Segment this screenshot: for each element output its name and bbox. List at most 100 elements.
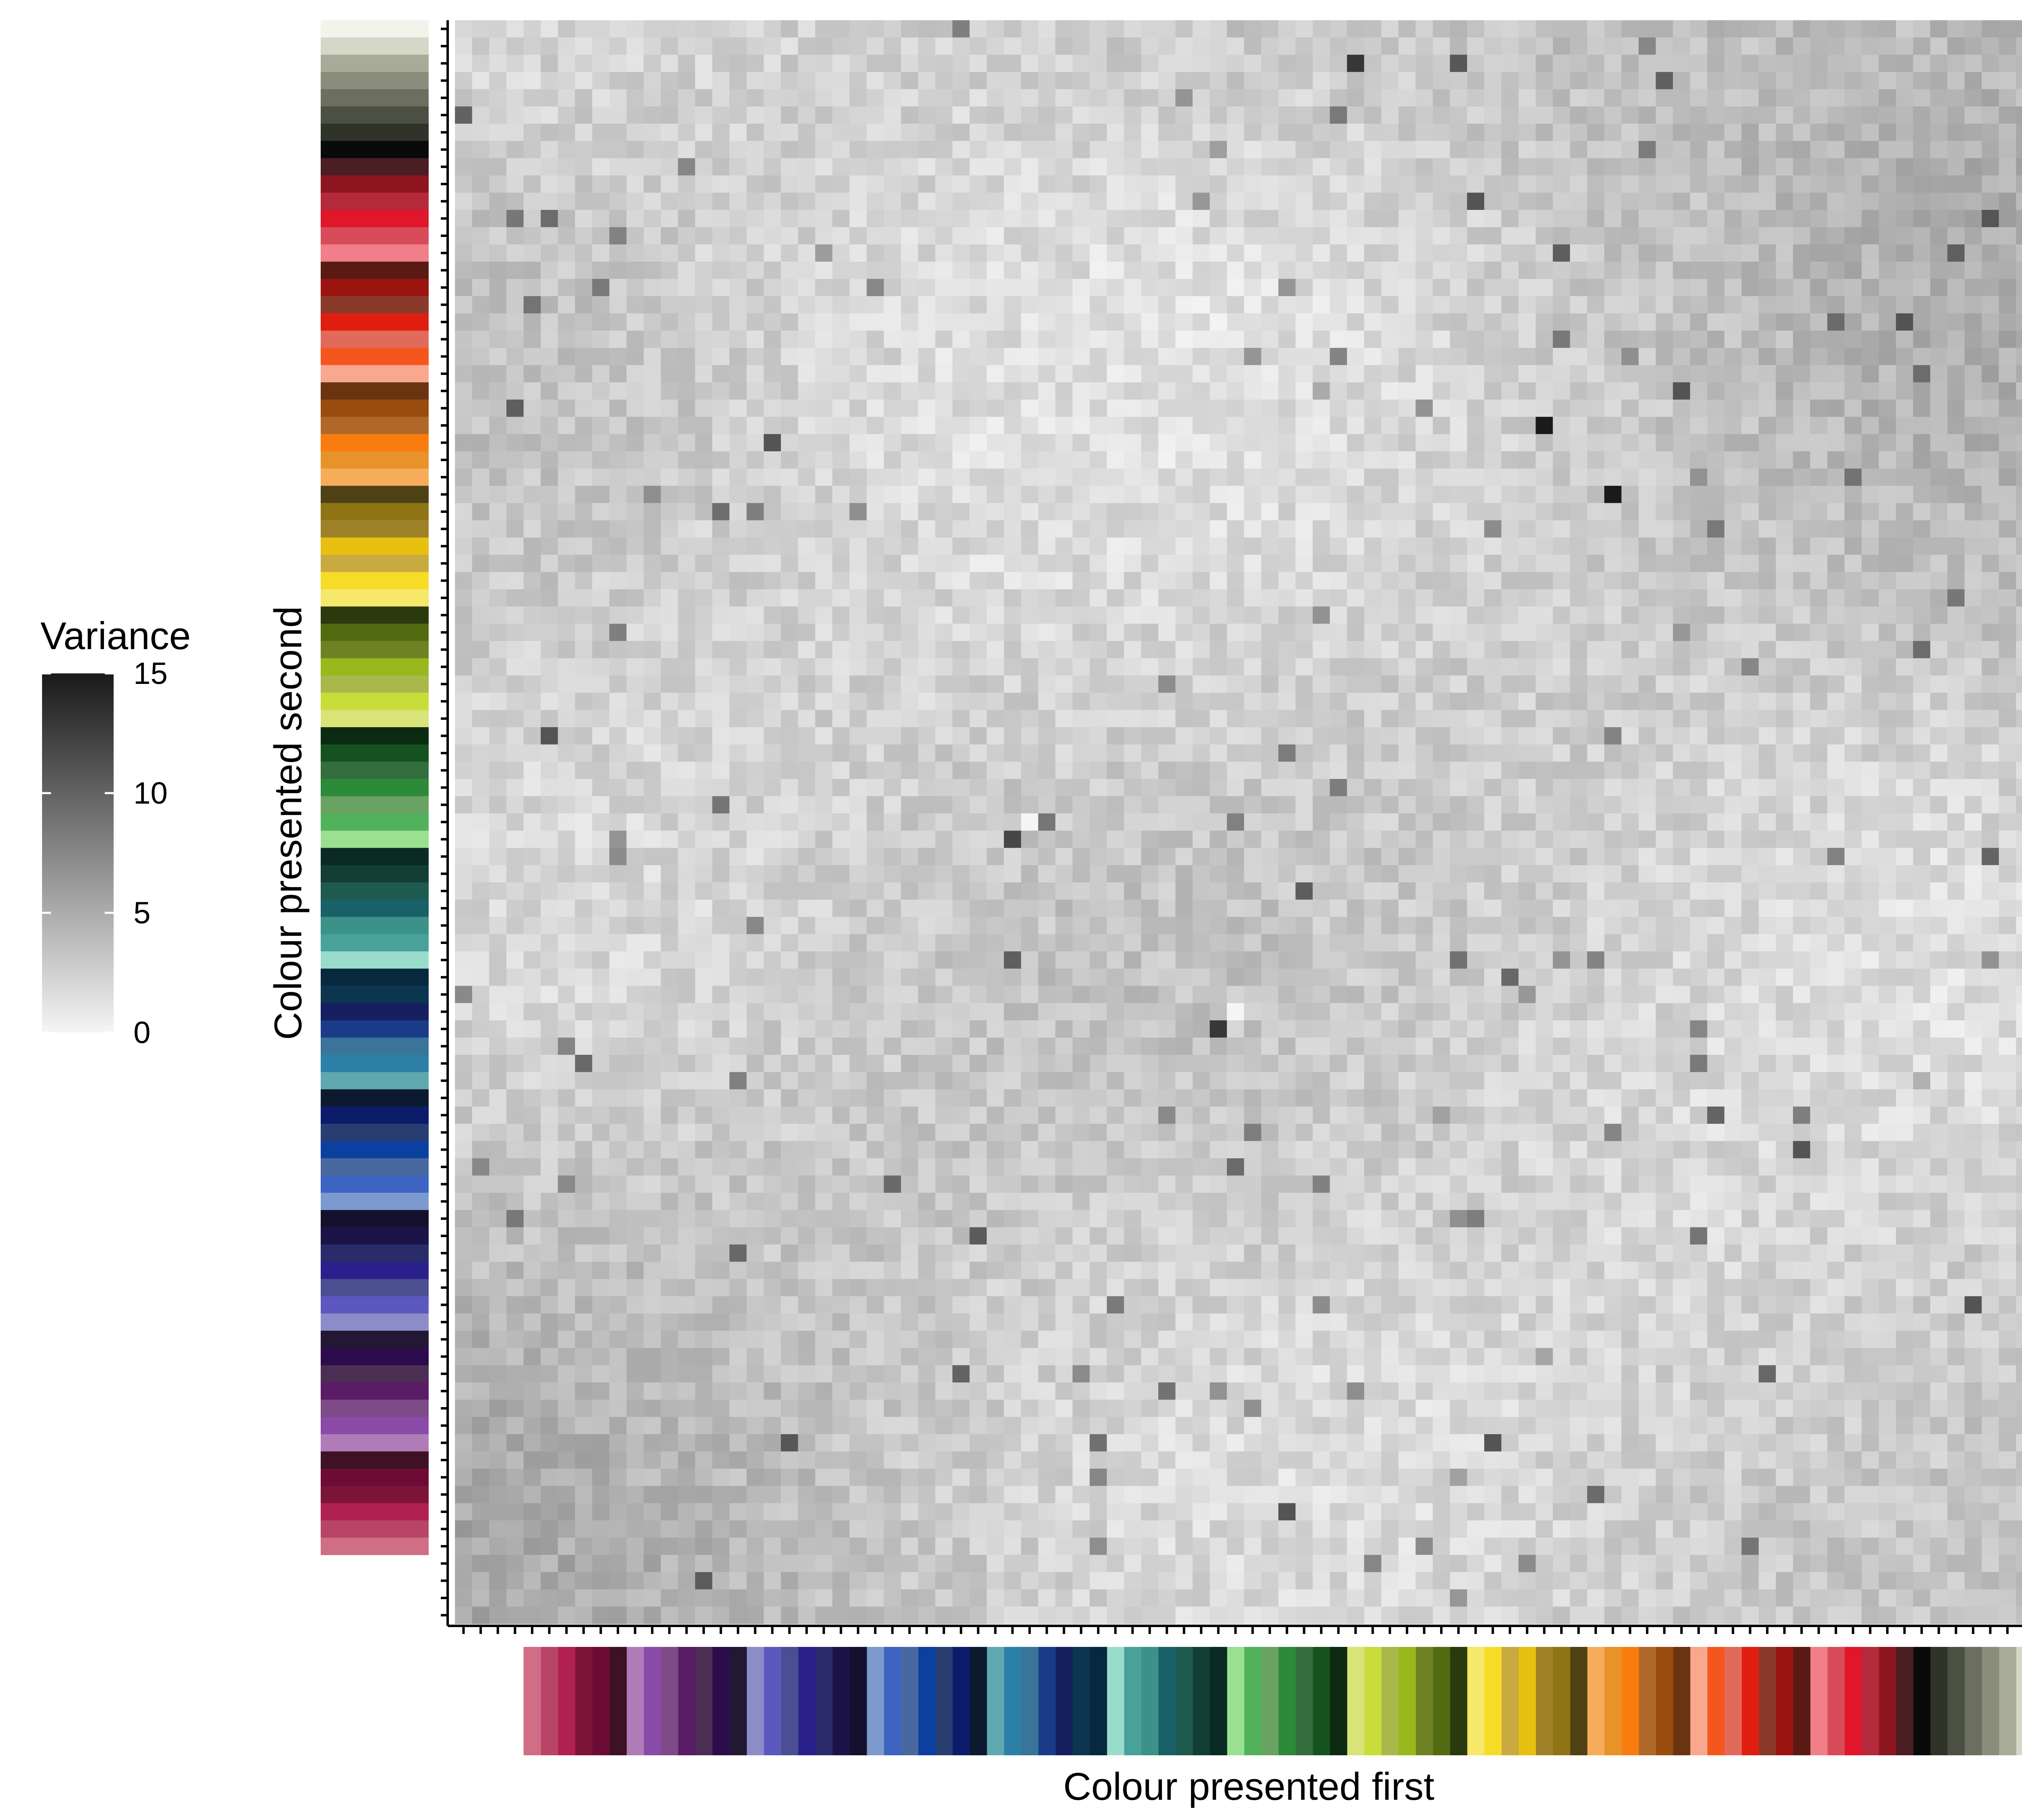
heatmap-cell <box>1261 330 1279 348</box>
heatmap-cell <box>1450 210 1468 228</box>
heatmap-cell <box>1724 641 1742 659</box>
heatmap-cell <box>575 486 592 504</box>
heatmap-cell <box>918 37 936 55</box>
heatmap-cell <box>1999 520 2016 538</box>
heatmap-cell <box>1038 399 1056 417</box>
heatmap-cell <box>1758 55 1776 72</box>
heatmap-cell <box>1364 227 1382 245</box>
heatmap-cell <box>1861 72 1879 90</box>
heatmap-cell <box>643 141 661 159</box>
heatmap-cell <box>609 175 627 193</box>
heatmap-cell <box>472 106 490 124</box>
heatmap-cell <box>1312 503 1330 521</box>
heatmap-cell <box>1690 313 1708 331</box>
heatmap-cell <box>1193 330 1210 348</box>
heatmap-cell <box>780 899 798 917</box>
heatmap-cell <box>1227 348 1244 366</box>
heatmap-cell <box>1896 658 1914 676</box>
heatmap-cell <box>1227 538 1244 555</box>
heatmap-cell <box>523 589 541 607</box>
heatmap-cell <box>1861 451 1879 469</box>
heatmap-cell <box>1587 330 1605 348</box>
heatmap-cell <box>1878 641 1896 659</box>
heatmap-cell <box>1261 899 1279 917</box>
heatmap-cell <box>1861 434 1879 452</box>
heatmap-cell <box>1295 882 1313 900</box>
heatmap-cell <box>1364 296 1382 314</box>
heatmap-cell <box>1878 538 1896 555</box>
heatmap-cell <box>1210 675 1227 693</box>
heatmap-cell <box>1947 848 1965 866</box>
heatmap-cell <box>1930 762 1948 779</box>
heatmap-cell <box>1570 244 1588 262</box>
heatmap-cell <box>1106 692 1124 710</box>
heatmap-cell <box>1141 848 1159 866</box>
heatmap-cell <box>575 210 592 228</box>
heatmap-cell <box>1312 624 1330 641</box>
heatmap-cell <box>849 468 867 486</box>
heatmap-cell <box>1089 417 1107 434</box>
heatmap-cell <box>1604 762 1622 779</box>
heatmap-cell <box>678 261 696 279</box>
heatmap-cell <box>884 589 901 607</box>
heatmap-cell <box>1982 158 1999 176</box>
heatmap-cell <box>1158 244 1176 262</box>
heatmap-cell <box>1124 279 1142 296</box>
heatmap-cell <box>1193 20 1210 38</box>
heatmap-cell <box>1604 744 1622 762</box>
heatmap-cell <box>1450 658 1468 676</box>
heatmap-cell <box>661 882 679 900</box>
heatmap-cell <box>832 572 850 590</box>
heatmap-cell <box>780 762 798 779</box>
heatmap-cell <box>1673 106 1690 124</box>
heatmap-cell <box>712 710 730 728</box>
heatmap-cell <box>1432 675 1450 693</box>
heatmap-cell <box>1861 606 1879 624</box>
heatmap-cell <box>455 451 473 469</box>
heatmap-cell <box>712 399 730 417</box>
heatmap-cell <box>1570 123 1588 142</box>
heatmap-cell <box>678 210 696 228</box>
heatmap-cell <box>1038 417 1056 434</box>
heatmap-cell <box>2016 503 2022 521</box>
heatmap-cell <box>1432 710 1450 728</box>
heatmap-cell <box>1038 692 1056 710</box>
heatmap-cell <box>1913 692 1931 710</box>
heatmap-cell <box>1844 158 1862 176</box>
heatmap-cell <box>798 865 816 883</box>
heatmap-cell <box>1758 848 1776 866</box>
heatmap-cell <box>1810 675 1828 693</box>
heatmap-cell <box>1707 554 1725 572</box>
heatmap-cell <box>1484 451 1502 469</box>
heatmap-cell <box>1467 865 1485 883</box>
heatmap-cell <box>1089 710 1107 728</box>
heatmap-cell <box>815 830 833 849</box>
heatmap-cell <box>1707 296 1725 314</box>
heatmap-cell <box>1244 779 1262 797</box>
heatmap-cell <box>506 848 524 866</box>
heatmap-cell <box>558 417 575 434</box>
heatmap-cell <box>952 899 970 917</box>
heatmap-cell <box>1227 692 1244 710</box>
heatmap-cell <box>609 417 627 434</box>
heatmap-cell <box>832 554 850 572</box>
heatmap-cell <box>489 158 507 176</box>
heatmap-cell <box>678 141 696 159</box>
heatmap-cell <box>1484 106 1502 124</box>
heatmap-cell <box>541 710 558 728</box>
heatmap-cell <box>1776 916 1794 935</box>
heatmap-cell <box>626 727 644 745</box>
heatmap-cell <box>798 399 816 417</box>
heatmap-cell <box>780 779 798 797</box>
heatmap-cell <box>1604 89 1622 107</box>
heatmap-cell <box>1261 710 1279 728</box>
heatmap-cell <box>523 538 541 555</box>
heatmap-cell <box>1312 658 1330 676</box>
heatmap-cell <box>1021 606 1038 624</box>
heatmap-cell <box>1038 882 1056 900</box>
heatmap-cell <box>455 279 473 296</box>
heatmap-cell <box>1827 641 1845 659</box>
heatmap-cell <box>987 606 1005 624</box>
heatmap-cell <box>1982 55 1999 72</box>
heatmap-cell <box>1141 554 1159 572</box>
